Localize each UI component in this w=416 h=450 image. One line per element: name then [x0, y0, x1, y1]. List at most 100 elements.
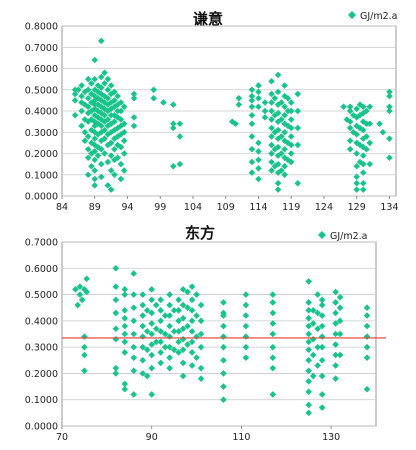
- data-point: [294, 179, 302, 187]
- data-point: [346, 145, 354, 153]
- data-point: [84, 103, 92, 111]
- data-point: [101, 80, 108, 87]
- data-point: [287, 107, 295, 115]
- data-point: [166, 354, 173, 361]
- data-point: [242, 343, 250, 351]
- data-point: [314, 309, 321, 317]
- data-point: [111, 171, 118, 179]
- data-point: [318, 322, 326, 330]
- data-point: [84, 75, 92, 83]
- data-point: [269, 364, 277, 372]
- data-point: [274, 126, 282, 134]
- data-point: [130, 94, 138, 102]
- data-point: [104, 158, 112, 166]
- data-point: [179, 286, 187, 293]
- data-point: [175, 307, 182, 314]
- data-point: [318, 404, 326, 411]
- data-point: [248, 103, 256, 111]
- data-point: [75, 86, 82, 94]
- data-point: [386, 107, 393, 115]
- data-point: [112, 364, 120, 372]
- data-point: [78, 107, 85, 115]
- data-point: [268, 150, 275, 157]
- data-point: [91, 148, 99, 155]
- data-point: [220, 356, 227, 364]
- data-point: [71, 111, 79, 119]
- data-point: [274, 143, 282, 151]
- data-point: [305, 346, 313, 354]
- data-point: [366, 160, 374, 168]
- data-point: [121, 322, 129, 330]
- data-point: [84, 86, 92, 94]
- data-point: [117, 160, 125, 168]
- data-point: [274, 109, 282, 117]
- data-point: [91, 156, 99, 164]
- data-point: [278, 116, 285, 123]
- data-point: [188, 328, 196, 335]
- data-point: [130, 270, 138, 277]
- data-point: [179, 359, 187, 367]
- data-point: [353, 131, 361, 138]
- data-point: [117, 116, 125, 123]
- data-point: [255, 82, 262, 89]
- data-point: [107, 139, 115, 147]
- data-point: [294, 107, 302, 115]
- data-point: [353, 186, 361, 193]
- data-point: [111, 118, 118, 125]
- data-point: [112, 370, 120, 377]
- data-point: [232, 120, 239, 128]
- data-point: [248, 133, 256, 140]
- data-point: [268, 141, 275, 149]
- data-point: [160, 99, 167, 106]
- data-point: [148, 296, 156, 304]
- data-point: [188, 317, 196, 325]
- data-point: [184, 341, 191, 348]
- data-point: [166, 364, 173, 372]
- data-point: [287, 124, 295, 132]
- data-point: [78, 122, 85, 130]
- data-point: [81, 128, 89, 136]
- data-point: [170, 328, 178, 335]
- data-point: [117, 143, 125, 151]
- data-point: [114, 154, 121, 162]
- data-point: [101, 126, 108, 134]
- legend-marker: [318, 231, 326, 239]
- data-point: [170, 307, 178, 314]
- y-tick-label: 0.8000: [25, 22, 58, 33]
- data-point: [294, 124, 302, 132]
- data-point: [248, 120, 256, 128]
- data-point: [84, 145, 92, 153]
- data-point: [268, 107, 275, 115]
- data-point: [197, 375, 205, 382]
- data-point: [112, 309, 120, 317]
- data-point: [143, 307, 151, 314]
- data-point: [121, 286, 129, 293]
- data-point: [97, 73, 105, 81]
- data-point: [269, 299, 277, 306]
- data-point: [188, 283, 196, 290]
- data-point: [255, 103, 262, 111]
- x-tick-label: 134: [380, 202, 398, 213]
- data-point: [94, 152, 102, 159]
- data-point: [97, 84, 105, 91]
- y-tick-label: 0.4000: [25, 107, 58, 118]
- data-point: [91, 135, 99, 142]
- data-point: [81, 343, 88, 351]
- data-point: [269, 320, 277, 327]
- data-point: [84, 94, 92, 102]
- data-point: [71, 90, 79, 98]
- data-point: [107, 186, 115, 193]
- data-point: [175, 328, 182, 335]
- data-point: [117, 175, 125, 183]
- data-point: [363, 354, 371, 361]
- data-point: [166, 322, 173, 330]
- data-point: [76, 291, 84, 298]
- y-axis-ticks: 0.0000 0.1000 0.2000 0.3000 0.4000 0.5000 0.60…: [25, 22, 58, 203]
- data-point: [363, 385, 371, 393]
- data-point: [305, 322, 313, 330]
- data-point: [248, 92, 256, 100]
- data-point: [305, 401, 313, 409]
- data-point: [269, 309, 277, 317]
- data-point: [336, 293, 344, 301]
- data-point: [188, 307, 196, 314]
